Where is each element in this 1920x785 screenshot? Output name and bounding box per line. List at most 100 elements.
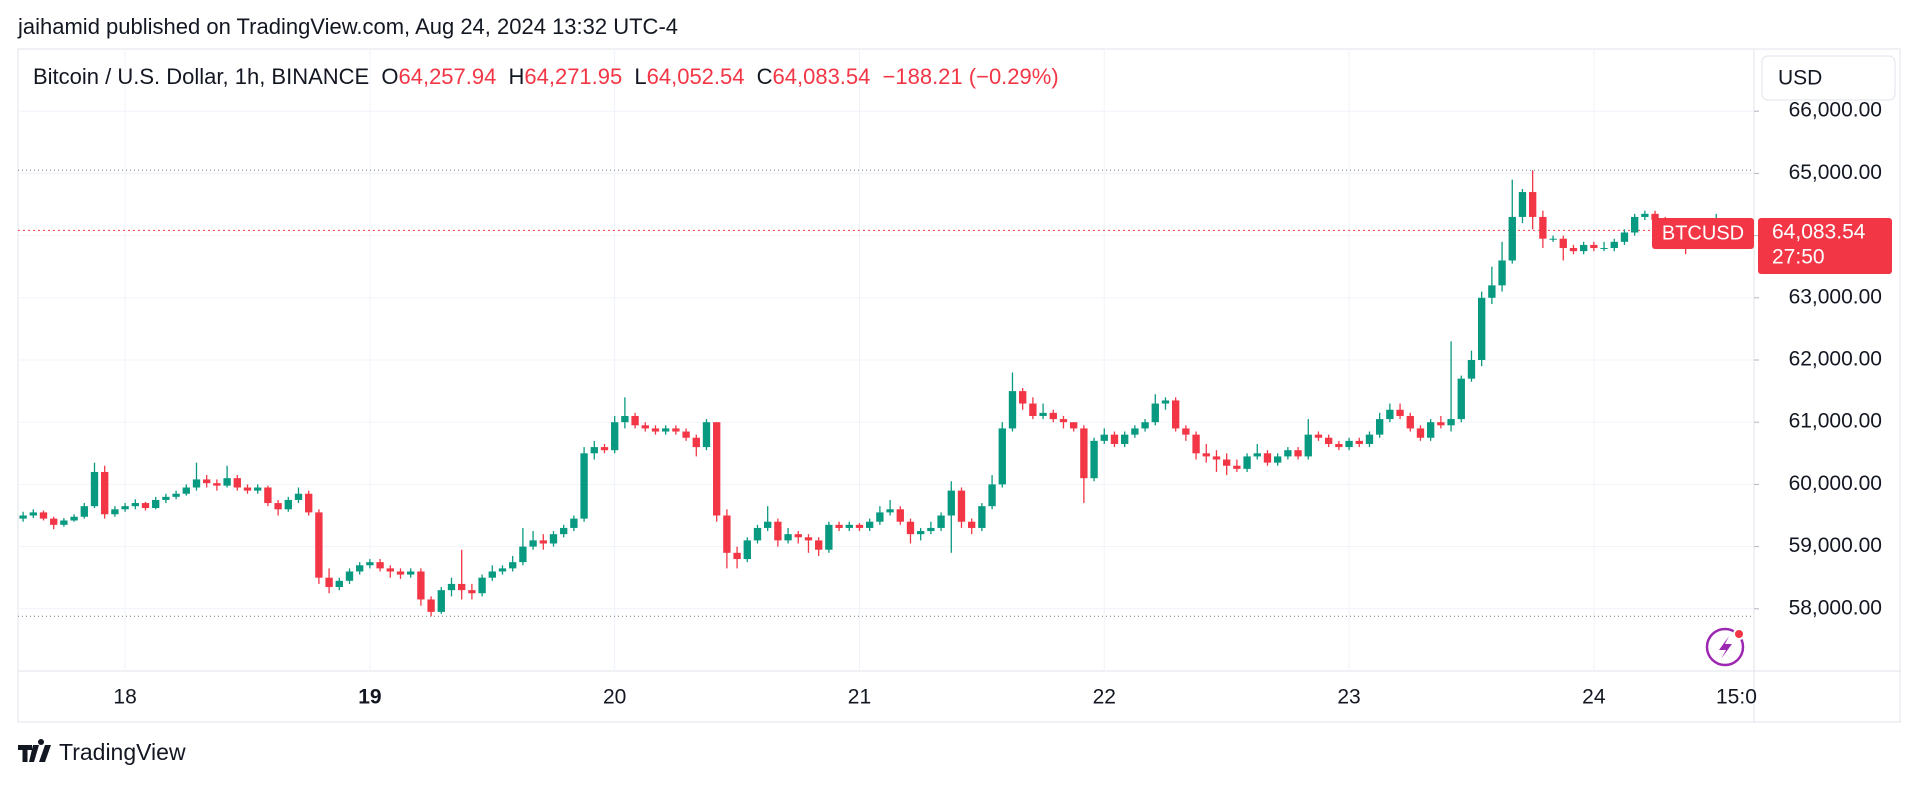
candle-body bbox=[1335, 443, 1343, 448]
candle-body bbox=[1630, 216, 1639, 233]
candle-body bbox=[1151, 403, 1159, 423]
brand: TradingView bbox=[18, 739, 186, 765]
candle-body bbox=[1059, 419, 1068, 423]
candle-body bbox=[621, 415, 629, 423]
candle-body bbox=[937, 515, 945, 528]
candle-body bbox=[1070, 422, 1078, 429]
candle-body bbox=[590, 447, 598, 454]
price-tag: BTCUSD 64,083.54 27:50 bbox=[1652, 218, 1892, 274]
candle-body bbox=[1029, 403, 1037, 416]
x-tick-label: 19 bbox=[358, 686, 381, 709]
candle-body bbox=[345, 571, 354, 581]
candle-body bbox=[1284, 450, 1292, 457]
candle-body bbox=[672, 428, 680, 432]
candle-body bbox=[1172, 400, 1180, 429]
candle-body bbox=[876, 512, 884, 522]
candle-body bbox=[509, 562, 517, 569]
candle-body bbox=[407, 571, 415, 575]
candle-body bbox=[1457, 378, 1465, 420]
candle-body bbox=[866, 521, 874, 528]
legend-h: 64,271.95 bbox=[524, 64, 622, 89]
candle-body bbox=[1202, 453, 1210, 457]
candle-body bbox=[478, 577, 486, 594]
candle-body bbox=[1345, 440, 1353, 448]
candle-body bbox=[1528, 192, 1537, 217]
candle-body bbox=[549, 534, 558, 544]
candle-body bbox=[1610, 241, 1618, 249]
candle-body bbox=[1477, 297, 1486, 360]
legend-o: 64,257.94 bbox=[398, 64, 496, 89]
candle-body bbox=[1294, 450, 1302, 457]
candle-body bbox=[978, 506, 986, 528]
candle-body bbox=[386, 568, 394, 572]
x-tick-label: 20 bbox=[603, 686, 626, 709]
candle-body bbox=[437, 590, 445, 612]
candle-body bbox=[641, 425, 649, 429]
currency-button[interactable] bbox=[1761, 55, 1896, 101]
candle-body bbox=[692, 437, 700, 448]
price-tag-symbol-bg bbox=[1652, 218, 1754, 249]
candle-body bbox=[774, 521, 782, 541]
x-tick-label: 21 bbox=[848, 686, 871, 709]
candle-body bbox=[1569, 248, 1578, 252]
candle-body bbox=[519, 546, 527, 563]
candle-body bbox=[968, 521, 976, 528]
candle-body bbox=[631, 415, 639, 426]
candle-body bbox=[1314, 434, 1323, 438]
y-tick-label: 63,000.00 bbox=[1789, 285, 1882, 308]
candle-body bbox=[917, 531, 925, 535]
currency[interactable]: USD bbox=[1778, 67, 1822, 90]
candle-body bbox=[162, 496, 170, 500]
y-tick-label: 61,000.00 bbox=[1789, 410, 1882, 433]
candle-body bbox=[539, 540, 547, 544]
brand-logo bbox=[18, 739, 51, 762]
candle-body bbox=[988, 484, 996, 507]
legend-change: −188.21 (−0.29%) bbox=[883, 64, 1059, 89]
candle-body bbox=[39, 512, 48, 519]
candle-body bbox=[335, 580, 343, 588]
candle-body bbox=[70, 516, 78, 521]
alert-circle[interactable] bbox=[1705, 627, 1745, 667]
candle-body bbox=[50, 518, 58, 525]
candle-body bbox=[447, 583, 456, 591]
candle-body bbox=[1447, 419, 1455, 426]
candle-body bbox=[1019, 391, 1027, 404]
candle-body bbox=[1192, 434, 1200, 454]
candle-body bbox=[131, 503, 139, 507]
legend-l: 64,052.54 bbox=[647, 64, 745, 89]
candle-body bbox=[662, 428, 670, 432]
candle-body bbox=[927, 527, 935, 532]
alert-dot[interactable] bbox=[1733, 628, 1745, 640]
candle-body bbox=[1437, 422, 1445, 426]
candle-body bbox=[723, 515, 731, 553]
candle-body bbox=[152, 499, 160, 509]
candle-body bbox=[886, 509, 894, 513]
candle-body bbox=[396, 571, 405, 575]
candle-body bbox=[366, 562, 374, 566]
y-tick-label: 65,000.00 bbox=[1789, 161, 1882, 184]
candle-body bbox=[906, 521, 915, 535]
price-tag-countdown: 27:50 bbox=[1772, 246, 1825, 269]
candle-body bbox=[29, 512, 37, 516]
candle-body bbox=[957, 490, 966, 522]
candle-body bbox=[1100, 434, 1108, 441]
candle-body bbox=[203, 479, 211, 484]
brand-name: TradingView bbox=[59, 739, 186, 765]
alert-icon[interactable] bbox=[1705, 627, 1745, 667]
candle-body bbox=[468, 590, 476, 594]
candle-body bbox=[764, 521, 772, 528]
candle-body bbox=[1049, 412, 1057, 420]
candle-body bbox=[682, 431, 690, 438]
candle-body bbox=[1212, 456, 1221, 460]
candle-body bbox=[1375, 419, 1384, 435]
candle-body bbox=[1304, 434, 1312, 457]
candle-body bbox=[1273, 456, 1282, 463]
x-tick-label: 15:0 bbox=[1716, 686, 1757, 709]
candle-body bbox=[233, 478, 241, 488]
candle-body bbox=[223, 478, 231, 486]
alert-bolt[interactable] bbox=[1719, 636, 1732, 659]
candle-body bbox=[611, 422, 619, 451]
candle-body bbox=[1600, 248, 1608, 250]
y-tick-label: 62,000.00 bbox=[1789, 348, 1882, 371]
candle-body bbox=[896, 509, 904, 522]
